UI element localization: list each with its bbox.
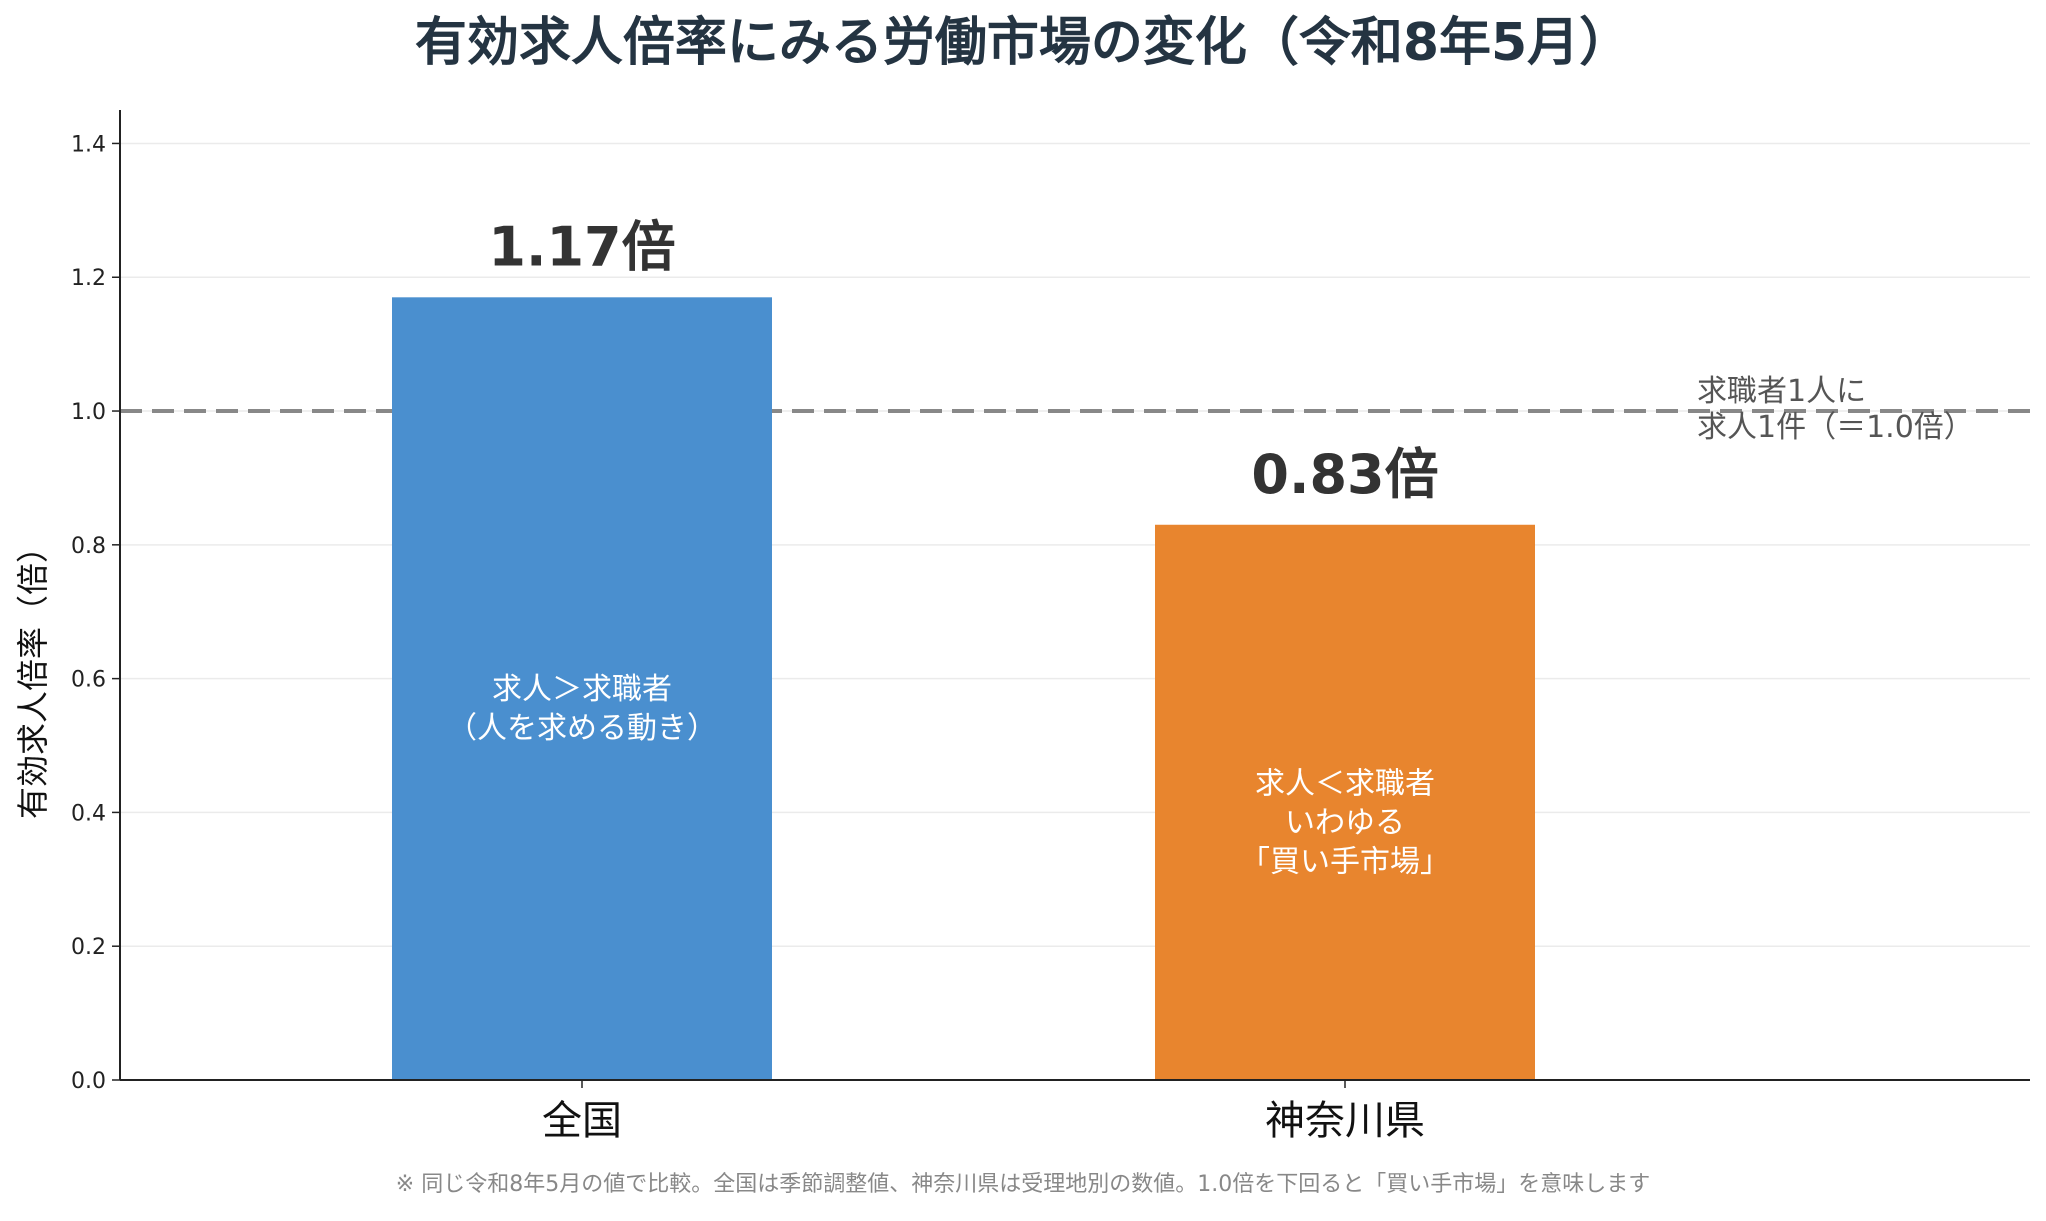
y-tick-label: 1.2 <box>71 266 106 291</box>
bar-annotation: いわゆる <box>1285 805 1405 840</box>
bar-kanagawa <box>1155 524 1535 1080</box>
y-tick-label: 0.6 <box>71 668 106 693</box>
axis-layer: 0.0 0.2 0.4 0.6 0.8 1.0 1.2 1.4 全国 神奈川県 有効求人倍率（倍） <box>14 110 2030 1144</box>
value-label: 0.83倍 <box>1251 443 1438 506</box>
y-tick-label: 0.2 <box>71 935 106 960</box>
y-tick-label: 0.8 <box>71 534 106 559</box>
reference-line-label: 求人1件（＝1.0倍） <box>1697 410 1974 445</box>
value-label: 1.17倍 <box>488 215 675 278</box>
bar-annotation: 「買い手市場」 <box>1240 844 1450 879</box>
y-axis-label: 有効求人倍率（倍） <box>14 531 52 819</box>
x-tick-label: 全国 <box>542 1098 622 1144</box>
bar-national <box>392 297 772 1081</box>
y-tick-label: 0.0 <box>71 1069 106 1094</box>
y-tick-label: 1.0 <box>71 400 106 425</box>
x-tick-label: 神奈川県 <box>1265 1098 1425 1144</box>
y-tick-label: 0.4 <box>71 801 106 826</box>
y-tick-label: 1.4 <box>71 132 106 157</box>
bar-layer <box>392 297 1535 1081</box>
bar-annotation: 求人＞求職者 <box>492 672 672 707</box>
bar-annotation: 求人＜求職者 <box>1255 766 1435 801</box>
chart-title: 有効求人倍率にみる労働市場の変化（令和8年5月） <box>415 13 1631 73</box>
footnote: ※ 同じ令和8年5月の値で比較。全国は季節調整値、神奈川県は受理地別の数値。1.… <box>396 1172 1650 1197</box>
reference-line-label: 求職者1人に <box>1697 374 1866 409</box>
bar-annotation: （人を求める動き） <box>447 711 717 746</box>
